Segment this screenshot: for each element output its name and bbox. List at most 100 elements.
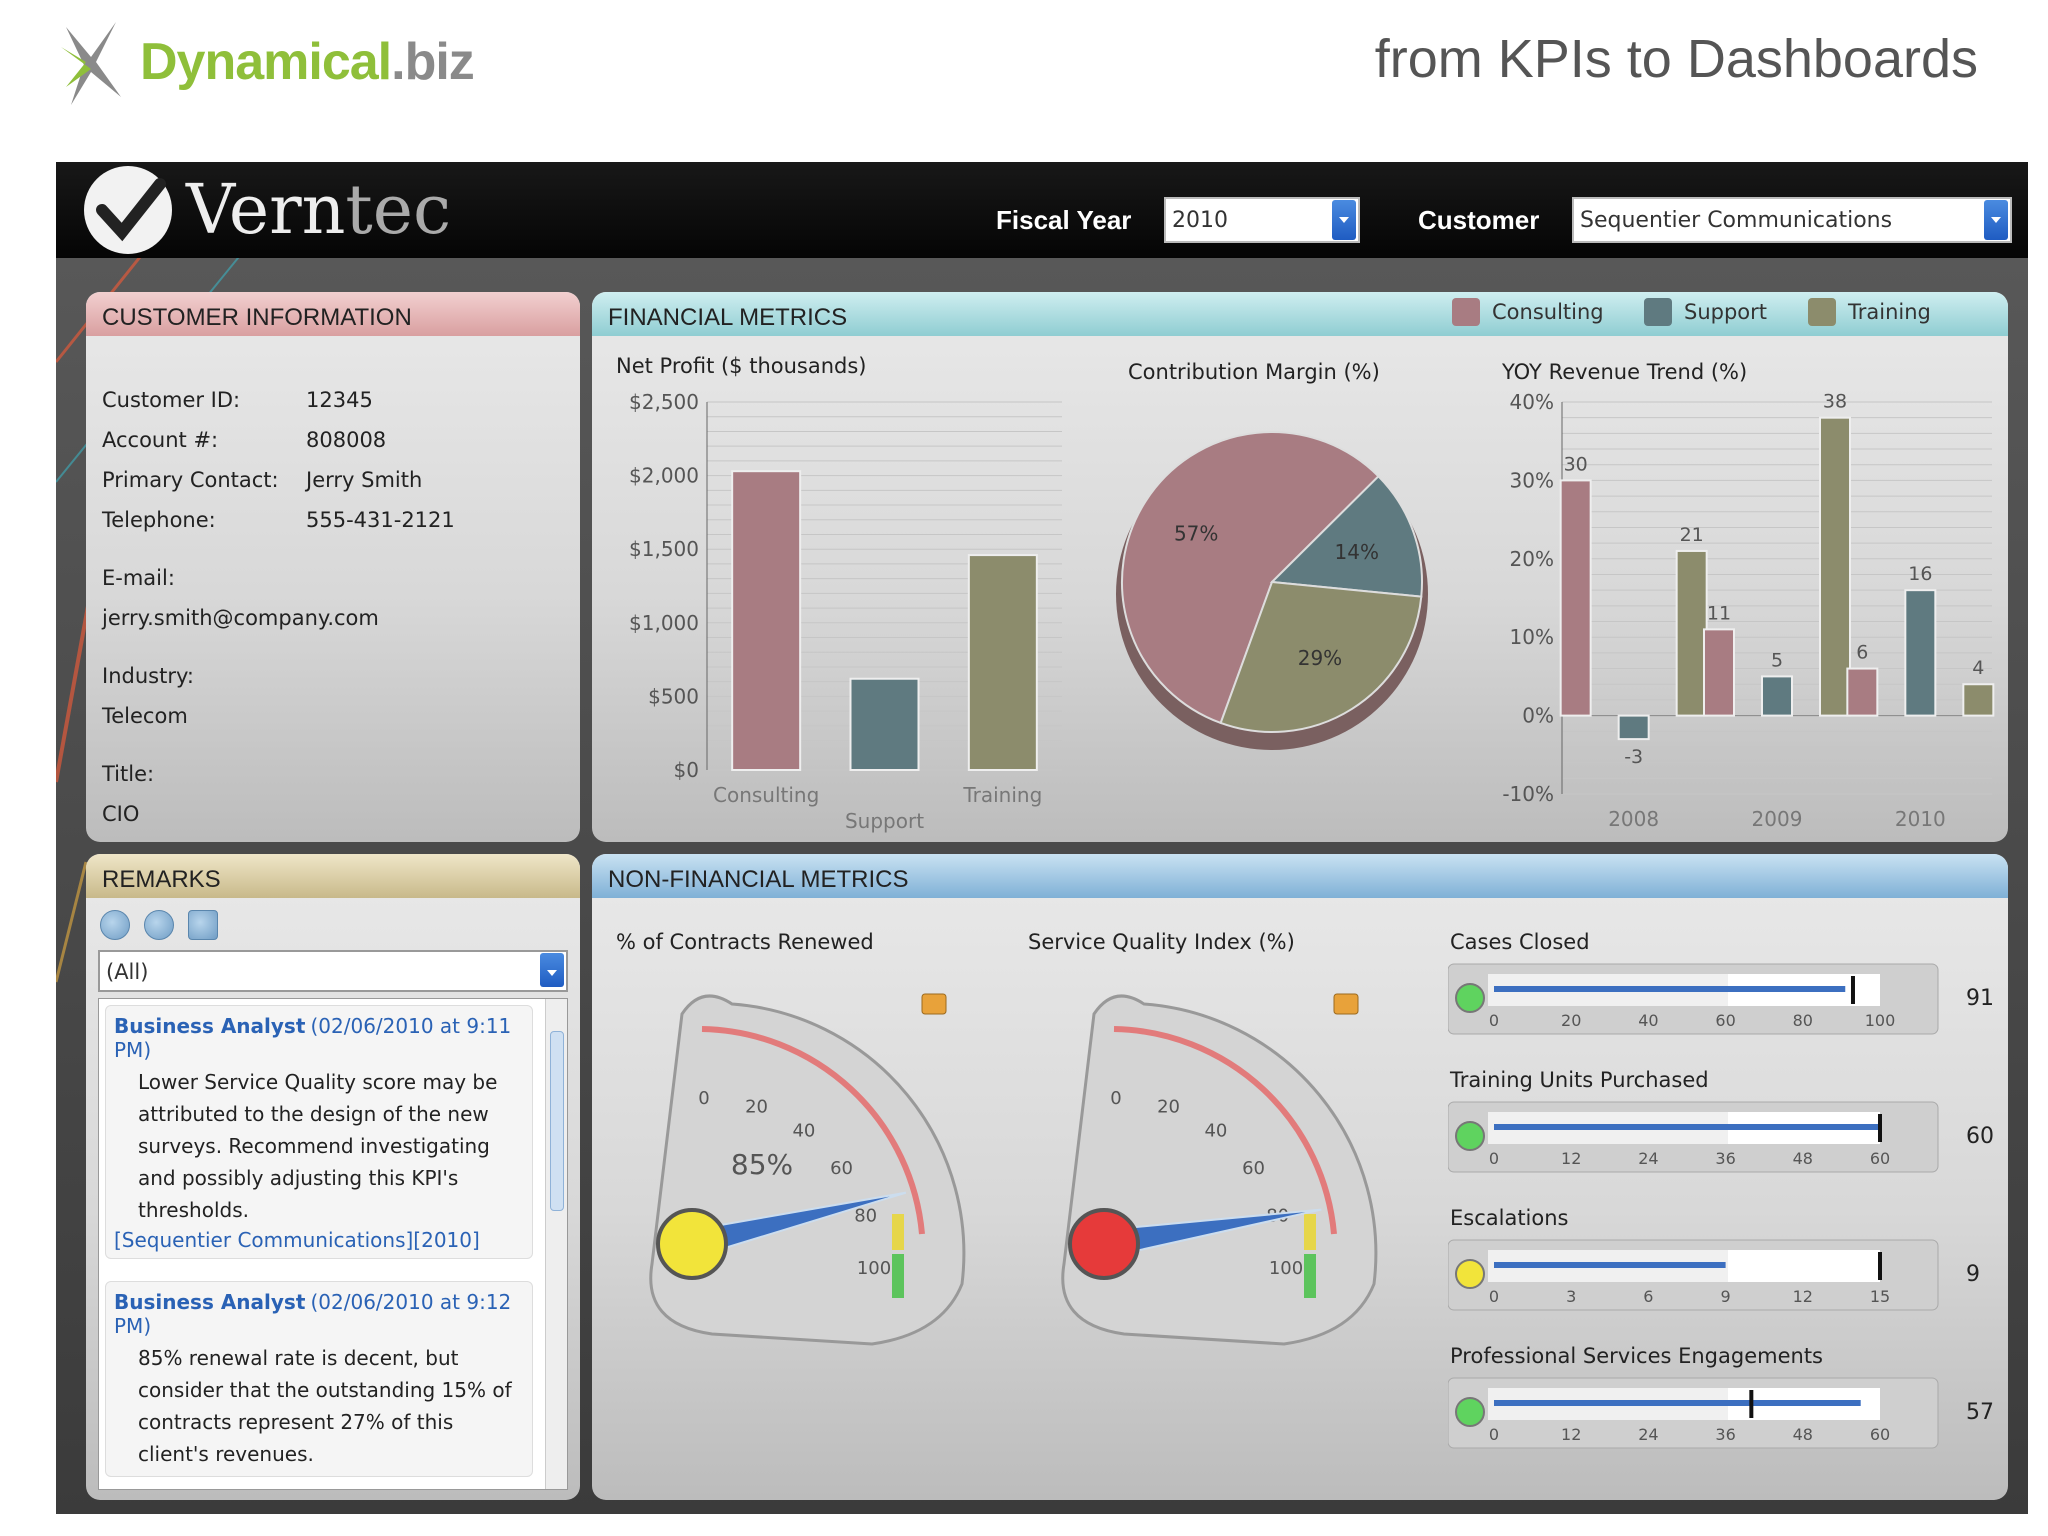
y-tick-label: 40% [1510,390,1554,414]
legend-training: Training [1808,298,1931,326]
customer-information-panel: CUSTOMER INFORMATION Customer ID: 12345 … [86,292,580,842]
bar-training-2009 [1819,416,1851,717]
bullet-tick-label: 15 [1870,1287,1890,1306]
bullet-value: 57 [1966,1400,1994,1425]
bullet-bar [1494,1124,1880,1130]
bullet-target [1850,976,1855,1004]
bullet-graph: 0 12 24 36 48 60 [1448,1377,1939,1449]
remarks-scrollbar[interactable] [545,999,567,1489]
bullet-tick-label: 24 [1638,1149,1658,1168]
remark-author: Business Analyst [114,1290,306,1314]
gauge-tick-label: 20 [745,1096,768,1117]
service-quality-title: Service Quality Index (%) [1028,930,1295,954]
email-label: E-mail: [102,566,175,590]
bar-support-2009 [1761,675,1793,717]
panel-title: NON-FINANCIAL METRICS [592,854,2008,898]
bullet-tick-label: 0 [1489,1011,1499,1030]
bar-training-2008 [1675,549,1708,717]
gauge-red-band [1113,1026,1337,1235]
panel-title: CUSTOMER INFORMATION [86,292,580,336]
fiscal-year-select[interactable]: 2010 [1164,197,1360,243]
y-tick-label: $500 [648,684,699,708]
bullet-tick-label: 20 [1561,1011,1581,1030]
verntec-wordmark: Verntec [186,170,452,250]
data-label: 30 [1564,453,1588,475]
fiscal-year-label: Fiscal Year [996,205,1132,235]
bullet-tick-label: 40 [1638,1011,1658,1030]
bullet-tick-label: 24 [1638,1425,1658,1444]
gauge-body [649,994,966,1346]
customer-select[interactable]: Sequentier Communications [1572,197,2012,243]
account-label: Account #: [102,428,219,452]
remarks-filter-select[interactable]: (All) [98,950,568,992]
yoy-revenue-chart: -10% 0% 10% 20% 30% 40% 2008 30 -3 21 2009 11 5 38 201… [1502,390,1995,831]
y-tick-label: $1,500 [629,537,699,561]
bullet-title: Escalations [1450,1206,1569,1230]
bullet-tick-label: 12 [1561,1149,1581,1168]
contribution-margin-title: Contribution Margin (%) [1128,360,1380,384]
gauge-tick-label: 100 [857,1258,891,1279]
legend-consulting: Consulting [1452,298,1604,326]
contracts-renewed-gauge: 0 20 40 60 80 100 85% [649,993,966,1346]
customer-id-value: 12345 [306,388,373,412]
bullet-tick-label: 60 [1715,1011,1735,1030]
bullet-tick-label: 36 [1715,1149,1735,1168]
remark-tag[interactable]: [Sequentier Communications][2010] [114,1228,480,1252]
dynamical-logo: Dynamical.biz [56,12,496,112]
remark-body: 85% renewal rate is decent, but consider… [138,1346,512,1466]
bullet-tick-label: 12 [1561,1425,1581,1444]
gauge-body [1061,994,1378,1346]
app-header: Verntec Fiscal Year 2010 Customer Sequen… [56,162,2028,258]
bullet-graph: 0 3 6 9 12 15 [1448,1239,1939,1311]
remarks-filter-value: (All) [106,960,149,984]
bar-consulting-2009 [1703,628,1735,717]
remark-date: (02/06/2010 at 9:12 PM) [114,1290,512,1338]
legend-swatch [1452,298,1480,326]
y-tick-label: $0 [674,758,699,782]
remark-item[interactable]: Business Analyst (02/06/2010 at 9:11 PM)… [105,1005,533,1259]
data-label: 16 [1908,563,1932,585]
telephone-label: Telephone: [102,508,216,532]
net-profit-title: Net Profit ($ thousands) [616,354,867,378]
chevron-down-icon[interactable] [540,953,564,987]
y-tick-label: $2,000 [629,464,699,488]
verntec-logo: Verntec [80,166,452,254]
bullet-tick-label: 48 [1793,1149,1813,1168]
bullet-tick-label: 80 [1793,1011,1813,1030]
gauge-yellow-band [892,1214,904,1250]
gauge-indicator-light [656,1208,728,1280]
pie-label: 57% [1174,522,1218,546]
bullet-title: Training Units Purchased [1450,1068,1709,1092]
add-remark-icon[interactable] [100,910,130,940]
bullet-indicator-light [1455,983,1485,1013]
x-tick-label: 2008 [1608,807,1659,831]
bar-consulting [731,470,802,772]
bullet-tick-label: 0 [1489,1149,1499,1168]
bullet-title: Cases Closed [1450,930,1590,954]
bar-support-2008 [1617,714,1650,741]
email-value[interactable]: jerry.smith@company.com [102,606,379,630]
bullet-bar [1494,986,1846,992]
bullet-indicator-light [1455,1121,1485,1151]
y-tick-label: 20% [1510,547,1554,571]
bullet-graph: 0 20 40 60 80 100 [1448,963,1939,1035]
bullet-title: Professional Services Engagements [1450,1344,1823,1368]
sort-icon[interactable] [188,910,218,940]
yoy-revenue-title: YOY Revenue Trend (%) [1502,360,1748,384]
pie-slice-consulting [1121,431,1380,725]
remark-item[interactable]: Business Analyst (02/06/2010 at 9:12 PM)… [105,1281,533,1477]
scrollbar-thumb[interactable] [550,1031,564,1211]
chevron-down-icon[interactable] [1984,200,2008,240]
x-tick-label: Consulting [713,783,819,807]
refresh-icon[interactable] [144,910,174,940]
gauge-tick-label: 60 [1242,1158,1265,1179]
chevron-down-icon[interactable] [1332,200,1356,240]
remarks-toolbar [100,910,218,940]
legend-label: Consulting [1492,300,1604,324]
fiscal-year-value: 2010 [1172,207,1228,233]
bullet-tick-label: 60 [1870,1149,1890,1168]
gauge-yellow-band [1304,1214,1316,1250]
legend-swatch [1644,298,1672,326]
remarks-list[interactable]: Business Analyst (02/06/2010 at 9:11 PM)… [98,998,568,1490]
x-tick-label: Support [845,809,924,833]
